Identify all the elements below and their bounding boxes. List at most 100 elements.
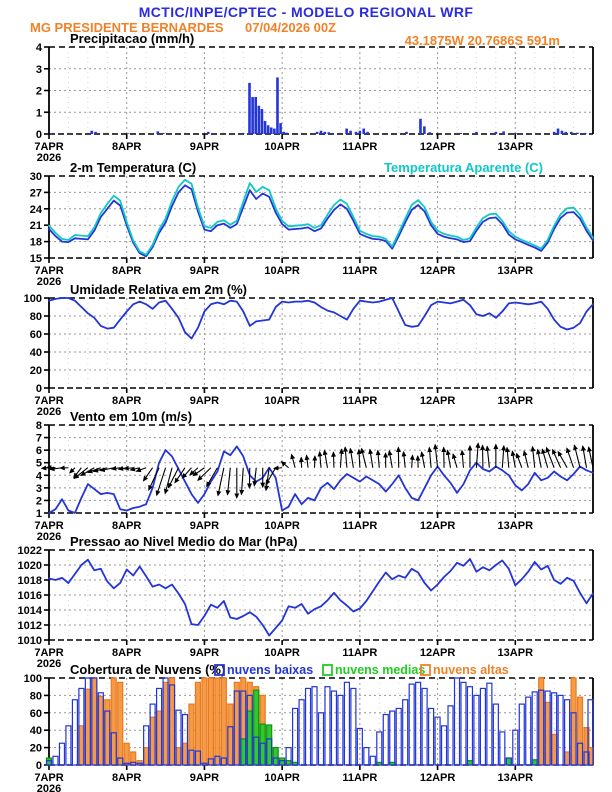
cloud-bar bbox=[214, 755, 221, 766]
cloud-bar bbox=[576, 742, 584, 766]
wind-arrow bbox=[545, 446, 555, 468]
cloud-bar bbox=[168, 677, 176, 766]
cloud-bar bbox=[279, 757, 286, 766]
x-tick-label: 12APR bbox=[420, 265, 456, 277]
precip-bar bbox=[576, 132, 579, 134]
cloud-bar bbox=[201, 762, 208, 766]
wind-arrow bbox=[174, 467, 186, 484]
x-tick-label: 8APR bbox=[112, 395, 141, 407]
panel-title-pressao: Pressao ao Nivel Medio do Mar (hPa) bbox=[70, 534, 298, 549]
y-tick-label: 1014 bbox=[18, 605, 43, 617]
y-tick-label: 80 bbox=[30, 690, 42, 702]
legend-label: nuvens baixas bbox=[227, 663, 313, 677]
precip-bar bbox=[315, 131, 319, 134]
wind-arrow bbox=[375, 449, 381, 468]
cloud-bar bbox=[544, 701, 551, 766]
year-label: 2026 bbox=[37, 531, 61, 543]
y-tick-label: 18 bbox=[30, 237, 42, 249]
wind-arrow bbox=[322, 449, 329, 468]
cloud-bar bbox=[97, 695, 104, 766]
y-tick-label: 1022 bbox=[18, 545, 42, 557]
y-tick-label: 20 bbox=[30, 365, 42, 377]
wind-arrow bbox=[510, 450, 516, 468]
wind-arrow bbox=[155, 467, 167, 497]
x-tick-label: 10APR bbox=[264, 520, 300, 532]
cloud-bar bbox=[557, 694, 564, 766]
cloud-bar bbox=[130, 761, 137, 766]
cloud-bar bbox=[279, 760, 286, 766]
cloud-bar bbox=[233, 681, 240, 766]
x-tick-label: 12APR bbox=[420, 395, 456, 407]
cloud-bar bbox=[395, 707, 402, 766]
cloud-bar bbox=[460, 681, 467, 766]
wind-arrow bbox=[573, 444, 581, 468]
precip-bar bbox=[276, 77, 279, 134]
x-tick-label: 11APR bbox=[342, 520, 377, 532]
precip-bar bbox=[513, 132, 517, 134]
y-tick-label: 60 bbox=[30, 708, 42, 720]
cloud-bar bbox=[304, 687, 312, 766]
precip-bar bbox=[285, 132, 289, 134]
cloud-bar bbox=[427, 707, 435, 766]
wind-arrow bbox=[338, 448, 344, 468]
x-tick-label: 11APR bbox=[342, 141, 377, 153]
cloud-bar bbox=[563, 699, 571, 766]
cloud-bar bbox=[389, 710, 396, 766]
x-tick-label: 13APR bbox=[498, 141, 534, 153]
x-tick-label: 8APR bbox=[112, 647, 141, 659]
y-tick-label: 8 bbox=[36, 420, 42, 432]
wind-arrow bbox=[135, 467, 147, 473]
wind-arrow bbox=[522, 450, 529, 468]
wind-arrow bbox=[197, 467, 212, 481]
cloud-bar bbox=[117, 757, 124, 766]
cloud-bar bbox=[311, 686, 318, 766]
precip-bar bbox=[126, 133, 130, 134]
cloud-bar bbox=[324, 686, 331, 766]
precip-bar bbox=[263, 120, 267, 134]
cloud-bar bbox=[505, 757, 512, 766]
cloud-bar bbox=[499, 731, 506, 766]
cloud-bar bbox=[71, 699, 79, 766]
x-tick-label: 7APR bbox=[34, 647, 63, 659]
x-tick-label: 9APR bbox=[190, 141, 219, 153]
y-tick-label: 3 bbox=[36, 483, 42, 495]
wind-arrow bbox=[360, 447, 367, 468]
y-tick-label: 4 bbox=[36, 42, 43, 54]
wind-arrow bbox=[343, 446, 348, 468]
cloud-bar bbox=[220, 757, 227, 766]
wind-arrow bbox=[541, 448, 549, 468]
wind-arrow bbox=[317, 450, 323, 468]
cloud-bar bbox=[259, 723, 266, 766]
cloud-bar bbox=[376, 731, 383, 766]
wind-arrow bbox=[557, 450, 568, 469]
cloud-bar bbox=[253, 736, 260, 766]
cloud-bar bbox=[104, 710, 111, 766]
cloud-bar bbox=[130, 751, 137, 766]
wind-arrow bbox=[181, 467, 192, 479]
wind-arrow bbox=[225, 467, 231, 496]
wind-arrow bbox=[581, 445, 588, 468]
cloud-bar bbox=[440, 725, 448, 766]
precip-bar bbox=[349, 130, 352, 134]
year-label: 2026 bbox=[37, 152, 61, 164]
precip-bar bbox=[358, 130, 362, 134]
cloud-bar bbox=[259, 742, 266, 766]
panel-title-umidade: Umidade Relativa em 2m (%) bbox=[70, 282, 247, 297]
wind-arrow bbox=[485, 445, 491, 468]
cloud-bar bbox=[155, 710, 163, 766]
x-tick-label: 10APR bbox=[264, 265, 300, 277]
year-label: 2026 bbox=[37, 658, 61, 670]
cloud-bar bbox=[563, 751, 571, 766]
cloud-bar bbox=[168, 684, 176, 766]
wind-arrow bbox=[216, 467, 225, 497]
x-tick-label: 13APR bbox=[498, 265, 534, 277]
cloud-bar bbox=[110, 677, 117, 766]
location-coordinates: 43.1875W 20.7686S 591m bbox=[404, 33, 560, 48]
cloud-bar bbox=[220, 677, 227, 766]
y-tick-label: 7 bbox=[36, 433, 42, 445]
legend-swatch-icon bbox=[214, 664, 225, 676]
cloud-bar bbox=[492, 703, 499, 766]
